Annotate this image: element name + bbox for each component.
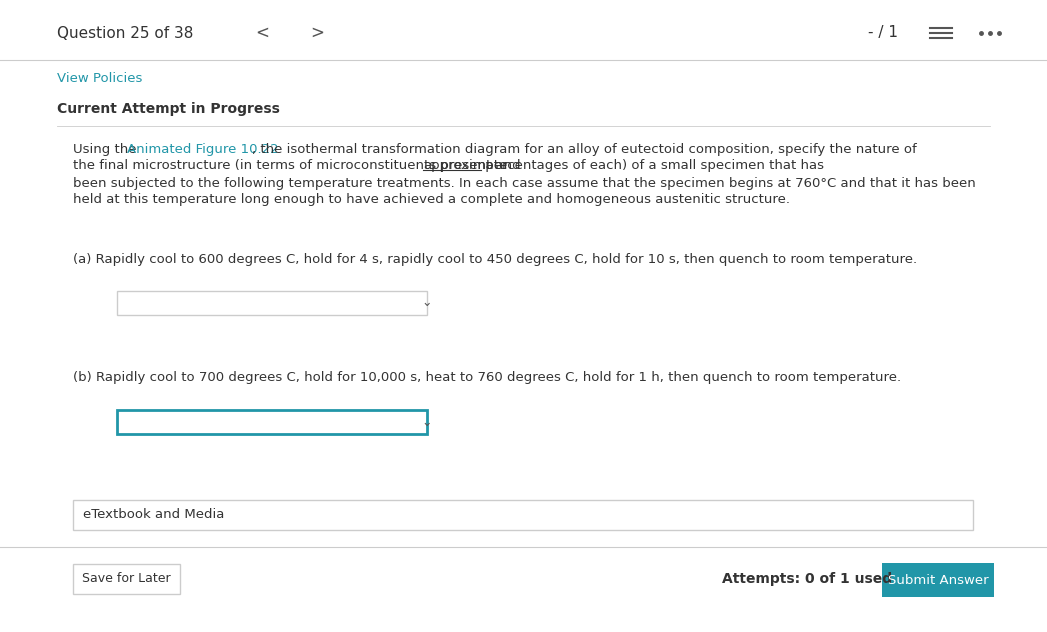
FancyBboxPatch shape — [73, 564, 180, 594]
Text: eTextbook and Media: eTextbook and Media — [83, 509, 224, 521]
Text: been subjected to the following temperature treatments. In each case assume that: been subjected to the following temperat… — [73, 176, 976, 190]
Text: Submit Answer: Submit Answer — [888, 573, 988, 586]
Text: Save for Later: Save for Later — [82, 573, 171, 585]
Text: ⌄: ⌄ — [421, 296, 431, 310]
Text: Animated Figure 10.22: Animated Figure 10.22 — [127, 142, 279, 155]
Text: (a) Rapidly cool to 600 degrees C, hold for 4 s, rapidly cool to 450 degrees C, : (a) Rapidly cool to 600 degrees C, hold … — [73, 253, 917, 265]
Text: >: > — [310, 24, 324, 42]
Text: the final microstructure (in terms of microconstituents present and: the final microstructure (in terms of mi… — [73, 159, 525, 173]
Text: <: < — [255, 24, 269, 42]
Text: - / 1: - / 1 — [868, 25, 898, 40]
Text: approximate: approximate — [423, 159, 507, 173]
Text: ⌄: ⌄ — [421, 415, 431, 428]
Text: (b) Rapidly cool to 700 degrees C, hold for 10,000 s, heat to 760 degrees C, hol: (b) Rapidly cool to 700 degrees C, hold … — [73, 372, 901, 384]
Text: Current Attempt in Progress: Current Attempt in Progress — [57, 102, 280, 116]
Text: Question 25 of 38: Question 25 of 38 — [57, 25, 194, 40]
Text: View Policies: View Policies — [57, 73, 142, 85]
FancyBboxPatch shape — [117, 291, 427, 315]
FancyBboxPatch shape — [73, 500, 973, 530]
Text: Attempts: 0 of 1 used: Attempts: 0 of 1 used — [722, 572, 892, 586]
FancyBboxPatch shape — [117, 410, 427, 434]
Text: held at this temperature long enough to have achieved a complete and homogeneous: held at this temperature long enough to … — [73, 193, 790, 207]
Text: Using the: Using the — [73, 142, 140, 155]
FancyBboxPatch shape — [882, 563, 994, 597]
Text: percentages of each) of a small specimen that has: percentages of each) of a small specimen… — [481, 159, 824, 173]
Text: , the isothermal transformation diagram for an alloy of eutectoid composition, s: , the isothermal transformation diagram … — [252, 142, 917, 155]
